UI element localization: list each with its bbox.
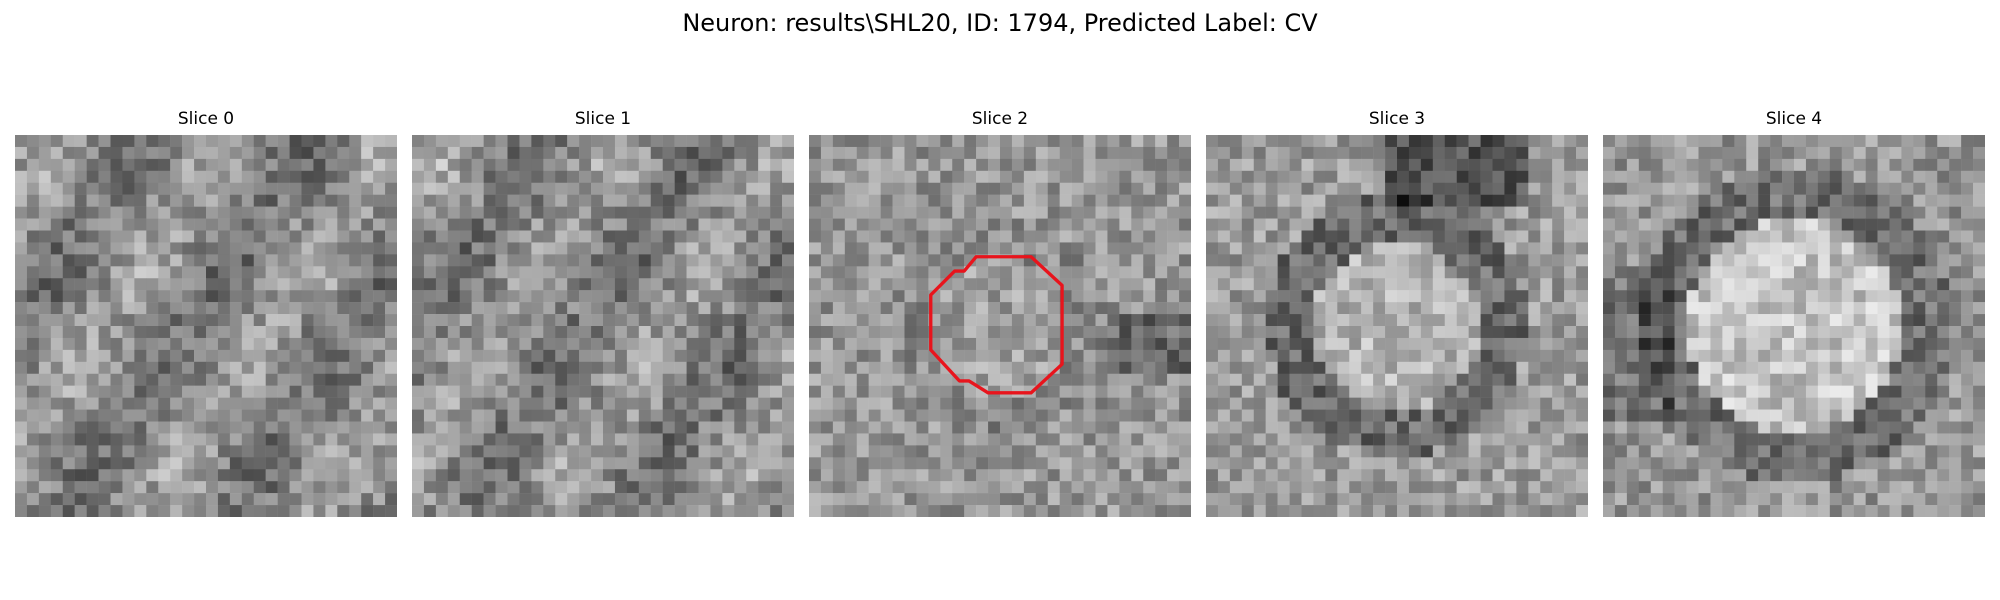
- slice-panel-4: Slice 4: [1603, 108, 1985, 517]
- slice-image-1: [412, 135, 794, 517]
- slice-image-4: [1603, 135, 1985, 517]
- slice-title-2: Slice 2: [971, 109, 1029, 129]
- slice-title-3: Slice 3: [1368, 109, 1426, 129]
- roi-contour: [929, 255, 1064, 395]
- slice-image-2: [809, 135, 1191, 517]
- slice-panel-1: Slice 1: [412, 108, 794, 517]
- slice-panel-2: Slice 2: [809, 108, 1191, 517]
- figure-title: Neuron: results\SHL20, ID: 1794, Predict…: [682, 9, 1318, 37]
- slice-image-0: [15, 135, 397, 517]
- slice-title-4: Slice 4: [1765, 109, 1823, 129]
- slice-panel-3: Slice 3: [1206, 108, 1588, 517]
- slice-title-0: Slice 0: [177, 109, 235, 129]
- slice-panel-0: Slice 0: [15, 108, 397, 517]
- slice-image-3: [1206, 135, 1588, 517]
- slice-title-1: Slice 1: [574, 109, 632, 129]
